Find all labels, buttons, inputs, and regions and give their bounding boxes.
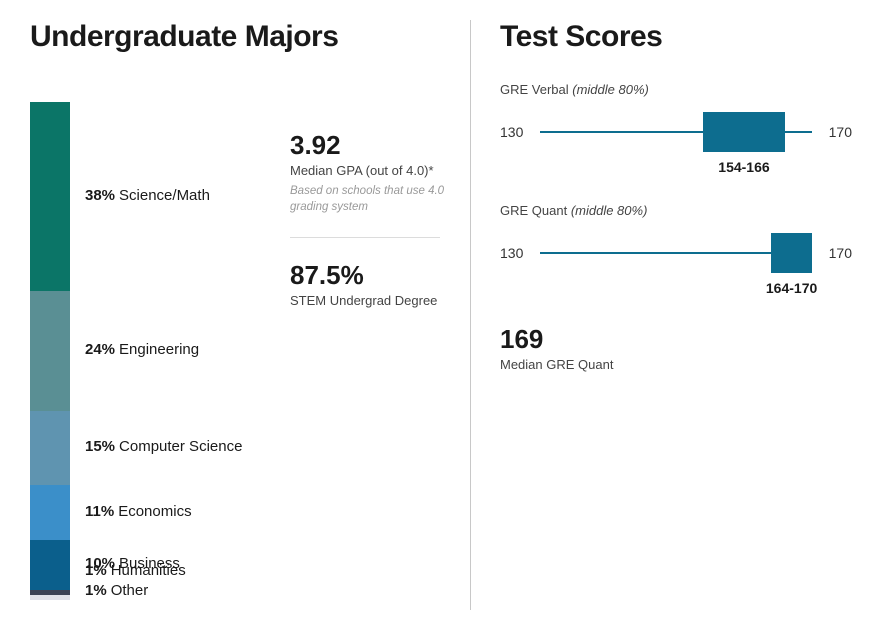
gre-quant-block: GRE Quant (middle 80%) 130 170 164-170 [500,203,852,296]
bar-label-pct: 1% [85,562,107,579]
bar-label-pct: 1% [85,582,107,599]
gre-verbal-box [703,112,785,152]
test-scores-panel: Test Scores GRE Verbal (middle 80%) 130 … [460,20,852,621]
gpa-sub: Median GPA (out of 4.0)* [290,163,470,178]
stem-value: 87.5% [290,260,470,291]
gpa-stem-stats: 3.92 Median GPA (out of 4.0)* Based on s… [290,130,470,308]
bar-label: 1%Other [85,582,148,599]
median-quant-value: 169 [500,324,852,355]
bar-label-pct: 15% [85,438,115,455]
bar-label-pct: 38% [85,187,115,204]
bar-label: 24%Engineering [85,341,199,358]
gre-verbal-mid: (middle 80%) [572,82,649,97]
gre-verbal-block: GRE Verbal (middle 80%) 130 170 154-166 [500,82,852,175]
stat-divider [290,237,440,238]
gre-verbal-min: 130 [500,124,534,140]
bar-segment [30,540,70,590]
bar-label: 38%Science/Math [85,187,210,204]
test-scores-title: Test Scores [500,20,852,54]
bar-label-name: Humanities [111,562,186,579]
gre-quant-mid: (middle 80%) [571,203,648,218]
gre-verbal-title: GRE Verbal (middle 80%) [500,82,852,97]
bar-label-name: Other [111,582,149,599]
bar-segment [30,595,70,600]
median-quant-block: 169 Median GRE Quant [500,324,852,372]
gre-quant-max: 170 [818,245,852,261]
bar-label-name: Computer Science [119,438,242,455]
gpa-note: Based on schools that use 4.0 grading sy… [290,184,470,215]
gre-quant-box [771,233,812,273]
gre-quant-range: 130 170 [500,232,852,274]
gre-verbal-range: 130 170 [500,111,852,153]
gre-verbal-max: 170 [818,124,852,140]
bar-label-name: Economics [118,503,191,520]
undergrad-majors-panel: Undergraduate Majors 38%Science/Math24%E… [30,20,460,621]
gpa-value: 3.92 [290,130,470,161]
gre-verbal-track [540,111,812,153]
bar-label: 11%Economics [85,503,192,520]
median-quant-sub: Median GRE Quant [500,357,852,372]
gre-quant-min: 130 [500,245,534,261]
bar-label: 1%Humanities [85,562,186,579]
undergrad-title: Undergraduate Majors [30,20,460,54]
bar-label-name: Science/Math [119,187,210,204]
majors-labels: 38%Science/Math 24%Engineering 15%Computer… [85,102,285,600]
bar-label-name: Engineering [119,341,199,358]
bar-segment [30,485,70,540]
gre-quant-range-label: 164-170 [766,280,817,296]
majors-stacked-bar [30,102,70,600]
stem-sub: STEM Undergrad Degree [290,293,470,308]
gre-quant-title: GRE Quant (middle 80%) [500,203,852,218]
bar-label: 15%Computer Science [85,438,242,455]
bar-label-pct: 11% [85,503,114,520]
bar-segment [30,411,70,486]
gre-verbal-range-label: 154-166 [718,159,769,175]
gre-quant-track [540,232,812,274]
bar-label-pct: 24% [85,341,115,358]
gre-verbal-prefix: GRE Verbal [500,82,572,97]
bar-segment [30,291,70,411]
gre-quant-prefix: GRE Quant [500,203,571,218]
bar-segment [30,102,70,291]
